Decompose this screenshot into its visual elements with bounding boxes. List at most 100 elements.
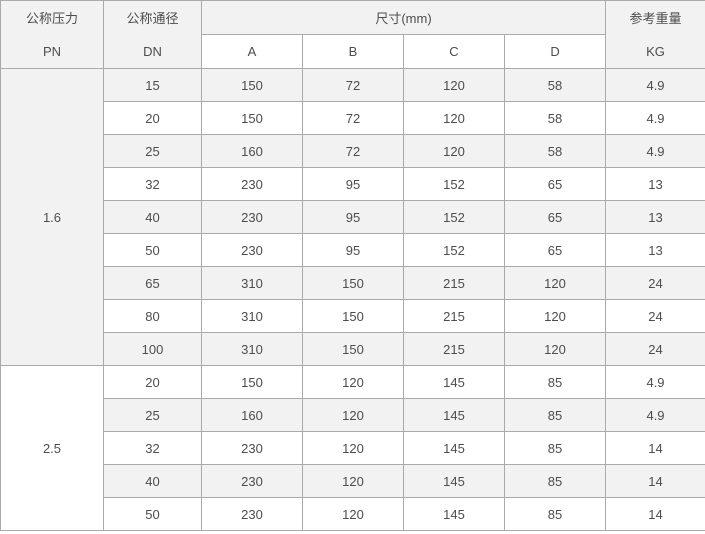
dn-cell: 20 — [103, 365, 202, 399]
table-row: 40 230 95 152 65 13 — [1, 200, 705, 234]
dim-b-cell: 120 — [302, 497, 404, 531]
dim-d-cell: 65 — [503, 233, 607, 267]
dim-b-cell: 95 — [302, 233, 404, 267]
weight-cell: 4.9 — [605, 101, 705, 135]
dim-a-cell: 230 — [201, 464, 303, 498]
table-row: 1.6 15 150 72 120 58 4.9 — [0, 68, 705, 366]
table-row: 100 310 150 215 120 24 — [1, 332, 705, 366]
weight-cell: 14 — [605, 464, 705, 498]
table-row: 32 230 120 145 85 14 — [1, 431, 705, 465]
header-nominal-pressure-abbr: PN — [42, 43, 62, 59]
table-row: 50 230 120 145 85 14 — [1, 497, 705, 531]
header-nominal-diameter-abbr: DN — [143, 43, 162, 59]
header-nominal-diameter-cn: 公称通径 — [126, 10, 179, 26]
header-dim-c: C — [403, 34, 505, 69]
weight-cell: 13 — [605, 233, 705, 267]
dn-cell: 40 — [103, 464, 202, 498]
dim-b-cell: 150 — [302, 266, 404, 300]
dim-b-cell: 72 — [302, 68, 404, 102]
dim-a-cell: 230 — [201, 497, 303, 531]
header-nominal-pressure-cn: 公称压力 — [25, 10, 78, 26]
table-row: 40 230 120 145 85 14 — [1, 464, 705, 498]
weight-cell: 24 — [605, 332, 705, 366]
dim-a-cell: 230 — [201, 167, 303, 201]
dim-b-cell: 95 — [302, 167, 404, 201]
weight-cell: 13 — [605, 167, 705, 201]
dn-cell: 20 — [103, 101, 202, 135]
header-dim-a: A — [201, 34, 303, 69]
dim-d-cell: 58 — [503, 101, 607, 135]
dim-d-cell: 85 — [503, 464, 607, 498]
dim-c-cell: 215 — [403, 266, 505, 300]
dim-c-cell: 215 — [403, 299, 505, 333]
header-dim-b: B — [302, 34, 404, 69]
dim-c-cell: 120 — [403, 68, 505, 102]
dn-cell: 25 — [103, 134, 202, 168]
dim-c-cell: 215 — [403, 332, 505, 366]
dim-d-cell: 85 — [503, 431, 607, 465]
dim-a-cell: 150 — [201, 365, 303, 399]
dim-d-cell: 120 — [503, 299, 607, 333]
dim-c-cell: 152 — [403, 233, 505, 267]
dim-c-cell: 152 — [403, 167, 505, 201]
dim-a-cell: 150 — [201, 101, 303, 135]
dim-b-cell: 72 — [302, 134, 404, 168]
dim-b-cell: 150 — [302, 299, 404, 333]
dim-c-cell: 120 — [403, 101, 505, 135]
dim-c-cell: 145 — [403, 398, 505, 432]
pn-group-cell: 2.5 — [0, 365, 104, 531]
header-nominal-diameter: 公称通径 DN — [103, 0, 202, 69]
weight-cell: 14 — [605, 431, 705, 465]
dim-d-cell: 65 — [503, 167, 607, 201]
dim-a-cell: 230 — [201, 431, 303, 465]
dim-c-cell: 145 — [403, 365, 505, 399]
dim-b-cell: 150 — [302, 332, 404, 366]
dim-d-cell: 120 — [503, 266, 607, 300]
dim-a-cell: 310 — [201, 266, 303, 300]
dim-a-cell: 310 — [201, 299, 303, 333]
dim-d-cell: 85 — [503, 497, 607, 531]
dn-cell: 50 — [103, 497, 202, 531]
header-nominal-pressure: 公称压力 PN — [0, 0, 104, 69]
dim-a-cell: 160 — [201, 398, 303, 432]
weight-cell: 4.9 — [605, 68, 705, 102]
table-body-pn16: 1.6 15 150 72 120 58 4.9 20 150 72 120 5… — [0, 68, 705, 366]
dim-a-cell: 310 — [201, 332, 303, 366]
dn-cell: 40 — [103, 200, 202, 234]
dn-cell: 15 — [103, 68, 202, 102]
table-row: 20 150 72 120 58 4.9 — [1, 101, 705, 135]
dim-b-cell: 120 — [302, 431, 404, 465]
weight-cell: 24 — [605, 299, 705, 333]
weight-cell: 4.9 — [605, 398, 705, 432]
table-header: 公称压力 PN 公称通径 DN 尺寸(mm) 参考重量 KG A B C D — [0, 0, 705, 69]
dim-d-cell: 120 — [503, 332, 607, 366]
dim-c-cell: 152 — [403, 200, 505, 234]
dim-b-cell: 120 — [302, 365, 404, 399]
dim-c-cell: 120 — [403, 134, 505, 168]
dim-d-cell: 85 — [503, 365, 607, 399]
dim-c-cell: 145 — [403, 464, 505, 498]
dn-cell: 32 — [103, 167, 202, 201]
header-reference-weight: 参考重量 KG — [605, 0, 705, 69]
dim-d-cell: 58 — [503, 68, 607, 102]
dn-cell: 100 — [103, 332, 202, 366]
table-row: 65 310 150 215 120 24 — [1, 266, 705, 300]
dim-b-cell: 72 — [302, 101, 404, 135]
table-row: 25 160 120 145 85 4.9 — [1, 398, 705, 432]
dim-a-cell: 160 — [201, 134, 303, 168]
weight-cell: 4.9 — [605, 134, 705, 168]
pn-group-cell: 1.6 — [0, 68, 104, 366]
dim-a-cell: 150 — [201, 68, 303, 102]
table-row: 32 230 95 152 65 13 — [1, 167, 705, 201]
dim-b-cell: 95 — [302, 200, 404, 234]
dim-c-cell: 145 — [403, 431, 505, 465]
weight-cell: 4.9 — [605, 365, 705, 399]
dim-a-cell: 230 — [201, 200, 303, 234]
dim-d-cell: 65 — [503, 200, 607, 234]
dn-cell: 32 — [103, 431, 202, 465]
dn-cell: 25 — [103, 398, 202, 432]
header-dim-d: D — [503, 34, 607, 69]
header-dimensions: 尺寸(mm) — [200, 0, 607, 35]
dim-d-cell: 58 — [503, 134, 607, 168]
